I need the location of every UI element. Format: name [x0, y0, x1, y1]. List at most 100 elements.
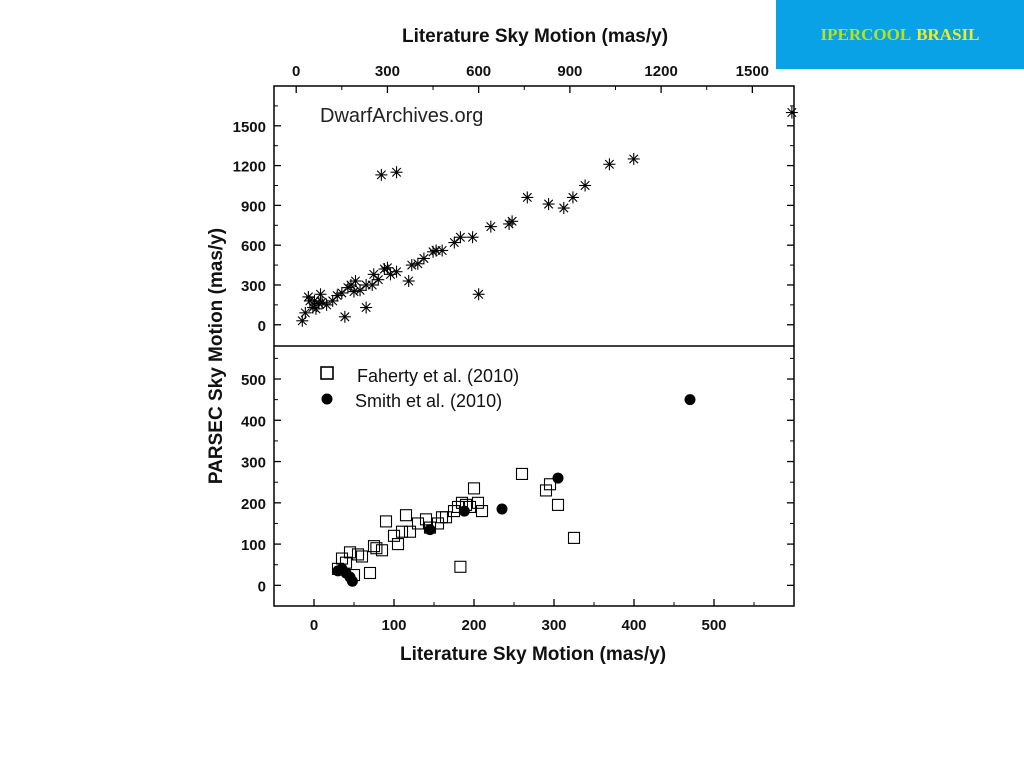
- faherty-data-point: [454, 560, 467, 573]
- bottom-xtick-label: 100: [381, 617, 406, 634]
- dwarfarchives-annotation: DwarfArchives.org: [320, 105, 483, 127]
- asterisk-data-point: [454, 231, 467, 244]
- faherty-data-point: [543, 478, 557, 491]
- asterisk-data-point: [349, 275, 362, 287]
- asterisk-data-point: [521, 191, 534, 204]
- asterisk-data-point: [579, 179, 592, 192]
- ipercool-brasil-banner: IPERCOOL BRASIL: [776, 0, 1024, 69]
- asterisk-data-point: [390, 265, 403, 278]
- faherty-data-point: [447, 505, 461, 518]
- top-xtick-label: 0: [292, 63, 300, 80]
- bottom-ytick-label: 200: [241, 496, 266, 513]
- asterisk-data-point: [347, 285, 360, 298]
- asterisk-data-point: [472, 288, 485, 301]
- faherty-data-point: [539, 484, 553, 497]
- bottom-ytick-label: 400: [241, 413, 266, 430]
- asterisk-data-point: [557, 202, 570, 215]
- faherty-data-point: [367, 540, 381, 553]
- asterisk-data-point: [506, 215, 519, 228]
- faherty-data-point: [567, 531, 581, 544]
- banner-word-brasil: BRASIL: [916, 24, 980, 44]
- bottom-xtick-label: 300: [541, 617, 566, 634]
- top-x-axis-label: Literature Sky Motion (mas/y): [402, 26, 668, 47]
- bottom-ytick-label: 300: [241, 455, 266, 472]
- faherty-data-point: [515, 467, 529, 480]
- top-xtick-label: 900: [557, 63, 582, 80]
- asterisk-data-point: [436, 244, 449, 257]
- top-ytick-label: 600: [241, 238, 266, 255]
- asterisk-data-point: [360, 301, 373, 314]
- top-panel-marks: [296, 106, 798, 327]
- top-ytick-label: 1500: [233, 119, 266, 136]
- bottom-xtick-label: 200: [461, 617, 486, 634]
- asterisk-data-point: [366, 278, 379, 291]
- legend-label-faherty: Faherty et al. (2010): [357, 366, 519, 386]
- legend-open-square-icon: [320, 366, 334, 380]
- bottom-xtick-label: 0: [310, 617, 318, 634]
- smith-data-point: [496, 503, 508, 515]
- top-ytick-label: 300: [241, 278, 266, 295]
- asterisk-data-point: [338, 310, 351, 323]
- faherty-data-point: [431, 517, 445, 530]
- asterisk-data-point: [308, 294, 321, 307]
- faherty-data-point: [411, 517, 425, 530]
- smith-data-point: [424, 524, 436, 536]
- bottom-ytick-label: 100: [241, 537, 266, 554]
- smith-data-point: [552, 472, 564, 484]
- bottom-panel-axes: 0 100 200 300 400 500 0 100 200 300 400 500: [241, 357, 794, 634]
- top-ytick-label: 0: [258, 318, 266, 335]
- faherty-data-point: [467, 482, 481, 495]
- faherty-data-point: [387, 529, 401, 542]
- faherty-data-point: [439, 511, 453, 524]
- banner-word-ipercool: IPERCOOL: [820, 24, 912, 44]
- top-panel-axes: 0 300 600 900 1200 1500 0 300 600 900 1200 1500: [233, 63, 794, 335]
- faherty-data-point: [403, 525, 417, 538]
- bottom-x-axis-label: Literature Sky Motion (mas/y): [400, 644, 666, 665]
- asterisk-data-point: [402, 275, 415, 287]
- faherty-data-point: [391, 538, 405, 551]
- bottom-xtick-label: 500: [701, 617, 726, 634]
- asterisk-data-point: [466, 231, 479, 244]
- legend: Faherty et al. (2010) Smith et al. (2010…: [320, 366, 519, 411]
- bottom-ytick-label: 0: [258, 578, 266, 595]
- asterisk-data-point: [302, 290, 315, 303]
- faherty-data-point: [419, 513, 433, 526]
- top-xtick-label: 600: [466, 63, 491, 80]
- faherty-data-point: [435, 511, 449, 524]
- faherty-data-point: [335, 552, 349, 565]
- faherty-data-point: [551, 498, 565, 511]
- top-xtick-label: 1200: [644, 63, 677, 80]
- faherty-data-point: [343, 546, 357, 559]
- asterisk-data-point: [542, 198, 555, 211]
- asterisk-data-point: [785, 106, 798, 119]
- asterisk-data-point: [299, 306, 312, 319]
- asterisk-data-point: [417, 252, 430, 265]
- top-xtick-label: 1500: [736, 63, 769, 80]
- faherty-data-point: [399, 509, 413, 522]
- top-panel: 0 300 600 900 1200 1500 0 300 600 900 1200 1500 Dwa…: [233, 63, 798, 335]
- legend-label-smith: Smith et al. (2010): [355, 391, 502, 411]
- smith-data-point: [684, 394, 696, 406]
- asterisk-data-point: [603, 158, 616, 171]
- faherty-data-point: [363, 566, 377, 580]
- asterisk-data-point: [627, 152, 640, 165]
- asterisk-data-point: [566, 191, 579, 204]
- asterisk-data-point: [390, 166, 403, 179]
- top-ytick-label: 1200: [233, 159, 266, 176]
- legend-filled-circle-icon: [321, 393, 333, 405]
- bottom-panel-marks: [331, 394, 696, 587]
- faherty-data-point: [475, 505, 489, 518]
- top-ytick-label: 900: [241, 198, 266, 215]
- asterisk-data-point: [375, 168, 388, 181]
- faherty-data-point: [375, 544, 389, 557]
- faherty-data-point: [471, 496, 485, 509]
- y-axis-label: PARSEC Sky Motion (mas/y): [206, 228, 227, 484]
- faherty-data-point: [351, 548, 365, 561]
- faherty-data-point: [379, 515, 393, 528]
- smith-data-point: [458, 505, 470, 517]
- faherty-data-point: [355, 550, 369, 563]
- faherty-data-point: [395, 525, 409, 538]
- asterisk-data-point: [405, 259, 418, 272]
- asterisk-data-point: [316, 296, 329, 309]
